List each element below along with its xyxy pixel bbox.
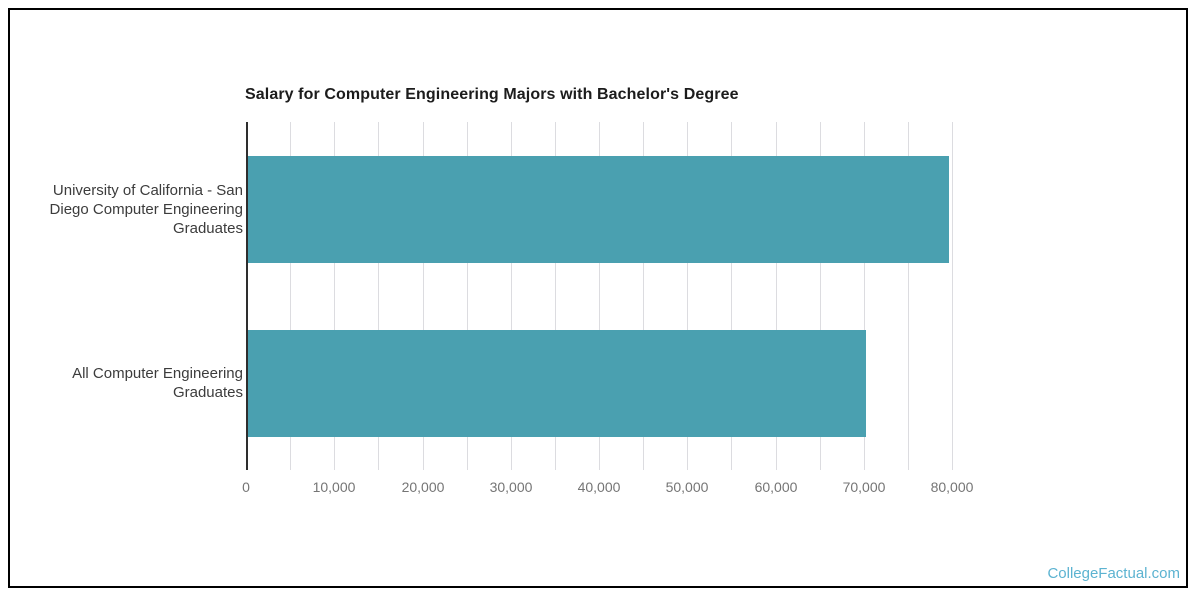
plot-area [246,122,986,470]
x-tick-label-30,000: 30,000 [489,479,533,495]
bar-0 [248,156,949,263]
gridline [731,122,732,470]
gridline [378,122,379,470]
chart-border-frame [8,8,1188,588]
bar-1 [248,330,866,437]
x-tick-label-10,000: 10,000 [312,479,356,495]
y-axis-labels: University of California - San Diego Comp… [17,122,243,470]
x-tick-label-20,000: 20,000 [401,479,445,495]
gridline [643,122,644,470]
gridline [864,122,865,470]
category-label-line: Graduates [172,219,243,237]
gridline [334,122,335,470]
watermark-collegefactual: CollegeFactual.com [1047,565,1180,582]
gridline [820,122,821,470]
category-label-0: University of California - San Diego Comp… [17,122,243,296]
gridline [423,122,424,470]
gridline [511,122,512,470]
gridline [908,122,909,470]
category-label-line: All Computer Engineering [72,365,243,382]
x-tick-label-60,000: 60,000 [754,479,798,495]
x-tick-label-70,000: 70,000 [842,479,886,495]
x-tick-label-0: 0 [242,479,250,495]
gridline [467,122,468,470]
gridline [952,122,953,470]
x-tick-label-80,000: 80,000 [930,479,974,495]
gridline [290,122,291,470]
category-label-1: All Computer Engineering Graduates [17,296,243,470]
category-label-line: Graduates [172,384,243,401]
gridline [687,122,688,470]
y-axis-line [246,122,248,470]
gridline [555,122,556,470]
watermark-text: CollegeFactual.com [1047,565,1180,582]
x-tick-label-40,000: 40,000 [577,479,621,495]
x-tick-label-50,000: 50,000 [665,479,709,495]
gridline [599,122,600,470]
x-axis-tick-labels: 0 10,000 20,000 30,000 40,000 50,000 60,000 70,… [0,479,1200,499]
category-label-line: Diego Computer Engineering [49,200,243,218]
chart-title: Salary for Computer Engineering Majors w… [245,86,739,103]
gridline [776,122,777,470]
category-label-line: University of California - San [52,181,243,199]
